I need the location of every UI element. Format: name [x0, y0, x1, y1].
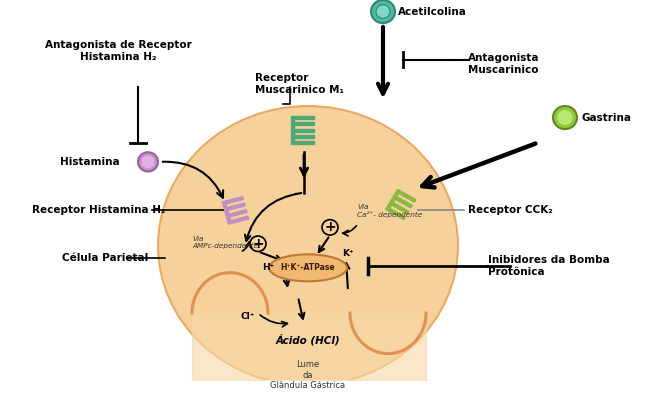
Text: Gastrina: Gastrina [582, 113, 632, 123]
Bar [294, 135, 314, 138]
Text: Via
Ca²⁺- dependente: Via Ca²⁺- dependente [357, 204, 422, 218]
Bar [291, 116, 294, 144]
Text: Acetilcolina: Acetilcolina [398, 7, 467, 17]
Bar [386, 190, 400, 211]
Bar [294, 128, 314, 132]
FancyArrowPatch shape [245, 193, 301, 241]
Text: +: + [324, 220, 336, 234]
Text: Antagonista de Receptor
Histamina H₂: Antagonista de Receptor Histamina H₂ [45, 41, 191, 62]
FancyArrowPatch shape [163, 162, 223, 198]
Bar [389, 208, 405, 219]
Circle shape [142, 156, 154, 167]
Bar [229, 210, 247, 217]
FancyArrowPatch shape [260, 315, 287, 327]
Bar [294, 141, 314, 144]
Bar [395, 197, 412, 208]
Bar [294, 116, 314, 119]
Text: Célula Parietal: Célula Parietal [62, 253, 148, 263]
Text: Receptor
Muscarinico M₁: Receptor Muscarinico M₁ [255, 73, 344, 95]
Text: Receptor CCK₂: Receptor CCK₂ [468, 205, 553, 215]
Text: Inibidores da Bomba
Protônica: Inibidores da Bomba Protônica [488, 255, 610, 277]
Text: Cl⁺: Cl⁺ [241, 312, 255, 320]
FancyArrowPatch shape [343, 226, 356, 236]
Text: Lume
da
Glândula Gástrica: Lume da Glândula Gástrica [270, 361, 346, 390]
Text: Via
AMPc-dependente: Via AMPc-dependente [192, 236, 258, 249]
Ellipse shape [269, 255, 347, 281]
Bar [231, 216, 249, 223]
Text: H⁺: H⁺ [262, 263, 274, 272]
Bar [225, 197, 244, 204]
Text: Antagonista
Muscarinico: Antagonista Muscarinico [468, 53, 539, 74]
Text: Histamina: Histamina [60, 157, 120, 167]
Circle shape [553, 106, 577, 129]
Ellipse shape [158, 106, 458, 385]
Text: H⁺K⁺-ATPase: H⁺K⁺-ATPase [280, 263, 336, 272]
Bar [294, 123, 314, 125]
Text: Receptor Histamina H₂: Receptor Histamina H₂ [32, 205, 166, 215]
Bar [222, 201, 231, 224]
Text: K⁺: K⁺ [342, 249, 354, 258]
Bar [227, 203, 245, 210]
Bar [399, 191, 416, 202]
Text: Ácido (HCl): Ácido (HCl) [276, 335, 340, 346]
Bar [392, 203, 409, 214]
Circle shape [376, 5, 390, 18]
Circle shape [371, 0, 395, 23]
Circle shape [138, 152, 158, 171]
FancyArrowPatch shape [242, 242, 251, 251]
Text: +: + [252, 237, 264, 251]
Circle shape [558, 111, 572, 124]
